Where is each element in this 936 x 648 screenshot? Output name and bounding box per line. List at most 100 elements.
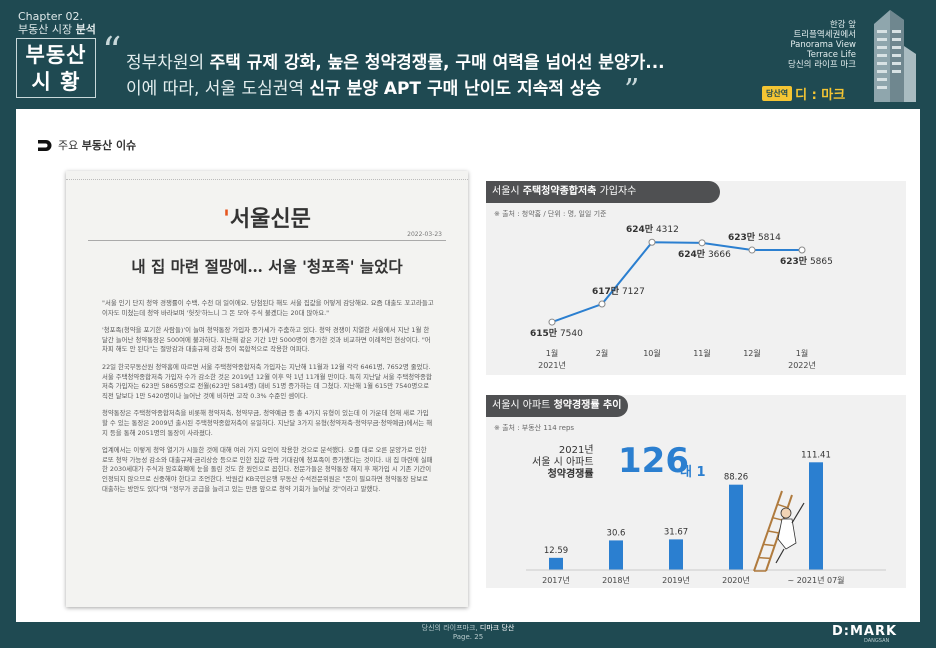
data-label-main: 623만: [728, 231, 756, 243]
newspaper-top-border: [66, 179, 468, 181]
competition-caption-subject: 서울 시 아파트: [532, 457, 594, 468]
page-footer: 당신의 라이프마크, 디마크 당산 Page. 25: [0, 624, 936, 642]
data-label: 624만 4312: [626, 223, 679, 235]
climber-illustration-icon: [753, 490, 805, 572]
bar-value-label: 111.41: [801, 450, 831, 460]
bar: [669, 539, 683, 570]
chapter-subtitle-normal: 부동산 시장: [18, 23, 76, 36]
newspaper-paragraph: 청약통장은 주택청약종합저축을 비롯해 청약저축, 청약부금, 청약예금 등 총…: [102, 409, 433, 437]
headline-2-bold: 신규 분양 APT 구매 난이도 지속적 상승: [309, 79, 602, 99]
x-tick-label: 2월: [596, 348, 608, 358]
climber-head: [780, 507, 792, 519]
headline-line-2: 이에 따라, 서울 도심권역 신규 분양 APT 구매 난이도 지속적 상승: [126, 74, 601, 99]
page-title-line-2: 시 황: [31, 70, 81, 94]
data-label: 623만 5865: [780, 255, 833, 267]
newspaper-date: 2022-03-23: [407, 231, 442, 238]
data-label-sub: 5865: [807, 257, 833, 267]
data-point: [548, 318, 556, 326]
data-label-sub: 7127: [619, 287, 645, 297]
x-tick-label: 2017년: [542, 575, 570, 585]
chart1-title-tail: 가입자수: [596, 186, 637, 197]
climber-leg: [775, 548, 785, 564]
competition-caption-metric: 청약경쟁률: [547, 469, 594, 480]
close-quote-icon: ”: [624, 73, 640, 108]
newspaper-divider: [88, 240, 446, 241]
data-label-main: 624만: [626, 223, 654, 235]
brand-tagline: 한강 앞 트리플역세권에서 Panorama View Terrace Life…: [788, 20, 856, 70]
headline-line-1: 정부차원의 주택 규제 강화, 높은 청약경쟁률, 구매 여력을 넘어선 분양가…: [126, 48, 665, 73]
competition-bar-chart: 12.59 2017년 30.6 2018년 31.67 2019년 88.26 2020년 1…: [526, 450, 886, 585]
bar: [609, 540, 623, 570]
data-label-sub: 7540: [557, 329, 583, 339]
ladder-rung: [763, 543, 775, 547]
headline-1-bold: 주택 규제 강화, 높은 청약경쟁률, 구매 여력을 넘어선 분양가...: [209, 53, 665, 73]
competition-ratio-unit: 대 1: [680, 465, 706, 480]
data-label-main: 623만: [780, 255, 808, 267]
x-tick-label: 2019년: [662, 575, 690, 585]
data-label-main: 615만: [530, 327, 558, 339]
data-label-sub: 3666: [705, 250, 731, 260]
chapter-subtitle-bold: 분석: [75, 23, 96, 36]
newspaper-name: 서울신문: [229, 206, 311, 232]
section-label: 주요 부동산 이슈: [38, 137, 136, 153]
footer-project-name: 디마크 당산: [479, 624, 515, 632]
footer-brand-sub: DANGSAN: [864, 638, 890, 644]
competition-caption-year: 2021년: [558, 445, 594, 456]
subscribers-line-chart: 615만 7540 1월 2021년 617만 7127 2월 624만 4312 10월 6…: [530, 223, 833, 370]
x-tick-label: 10월: [643, 348, 661, 358]
x-tick-label: 12월: [743, 348, 761, 358]
footer-tagline: 당신의 라이프마크,: [421, 624, 480, 632]
data-point: [748, 246, 756, 254]
newspaper-paragraph: '청포족(청약을 포기한 사람들)'이 늘며 청약통장 가입자 증가세가 주춤하…: [102, 326, 431, 354]
data-point: [798, 246, 806, 254]
newspaper-paragraph: 업계에서는 이렇게 청약 열기가 시들한 것에 대해 여러 가지 요인이 작용한…: [102, 446, 433, 493]
d-logo-icon: [38, 139, 52, 151]
newspaper-masthead: '서울신문: [223, 206, 311, 232]
section-label-normal: 주요: [58, 139, 82, 152]
brand-line-4: Terrace Life: [807, 50, 856, 60]
data-label-sub: 4312: [653, 225, 679, 235]
climber-arm: [791, 502, 805, 524]
brand-line-3: Panorama View: [790, 40, 856, 50]
chart1-title-bold: 주택청약종합저축: [522, 186, 597, 197]
ladder-rung: [758, 556, 771, 560]
chart2-title-bold: 청약경쟁률 추이: [553, 400, 622, 411]
climber-body: [777, 518, 797, 550]
x-tick-label: 11월: [693, 348, 711, 358]
competition-chart-panel: 서울시 아파트 청약경쟁률 추이 ※ 출처 : 부동산 114 reps 202…: [486, 395, 906, 588]
chapter-subtitle: 부동산 시장 분석: [18, 23, 96, 36]
ladder-rung: [767, 530, 780, 534]
newspaper-paragraph: "서울 인기 단지 청약 경쟁률이 수백, 수천 대 일이에요. 당첨된다 해도…: [102, 299, 434, 317]
data-label-main: 624만: [678, 248, 706, 260]
bar: [729, 484, 743, 570]
bar-value-label: 31.67: [664, 527, 688, 537]
station-chip: 당산역: [762, 86, 793, 101]
competition-caption: 2021년 서울 시 아파트 청약경쟁률: [532, 445, 594, 481]
headline-1-normal: 정부차원의: [126, 53, 210, 73]
headline-2-normal: 이에 따라, 서울 도심권역: [126, 79, 310, 99]
bar: [809, 462, 823, 570]
data-point: [698, 239, 706, 247]
x-tick-label: 1월: [796, 348, 808, 358]
x-tick-label: ~ 2021년 07월: [787, 575, 844, 585]
data-label: 624만 3666: [678, 248, 731, 260]
ladder-rung: [777, 503, 788, 509]
bar-value-label: 88.26: [724, 473, 748, 483]
data-label: 617만 7127: [592, 285, 645, 297]
footer-brand-logo: D:MARK: [832, 624, 898, 639]
content-card: 주요 부동산 이슈 '서울신문 2022-03-23 내 집 마련 절망에… 서…: [16, 109, 920, 622]
brand-logo: 디 : 마크: [795, 88, 846, 103]
chapter-label: Chapter 02. 부동산 시장 분석: [18, 10, 96, 36]
section-label-bold: 부동산 이슈: [81, 139, 137, 152]
newspaper-paragraph: 22일 한국부동산원 청약홈에 따르면 서울 주택청약종합저축 가입자는 지난해…: [102, 362, 432, 400]
data-label-sub: 5814: [755, 233, 781, 243]
competition-chart-source: ※ 출처 : 부동산 114 reps: [494, 424, 575, 432]
page-number: Page. 25: [452, 633, 484, 641]
page-title-box: 부동산 시 황: [16, 38, 96, 98]
newspaper-body: "서울 인기 단지 청약 경쟁률이 수백, 수천 대 일이에요. 당첨된다 해도…: [102, 299, 434, 502]
chart1-title-normal: 서울시: [492, 186, 523, 197]
newspaper-clipping: '서울신문 2022-03-23 내 집 마련 절망에… 서울 '청포족' 늘었…: [66, 171, 468, 607]
bar-value-label: 12.59: [544, 546, 568, 556]
series-line: [551, 241, 803, 324]
bar: [549, 557, 563, 570]
